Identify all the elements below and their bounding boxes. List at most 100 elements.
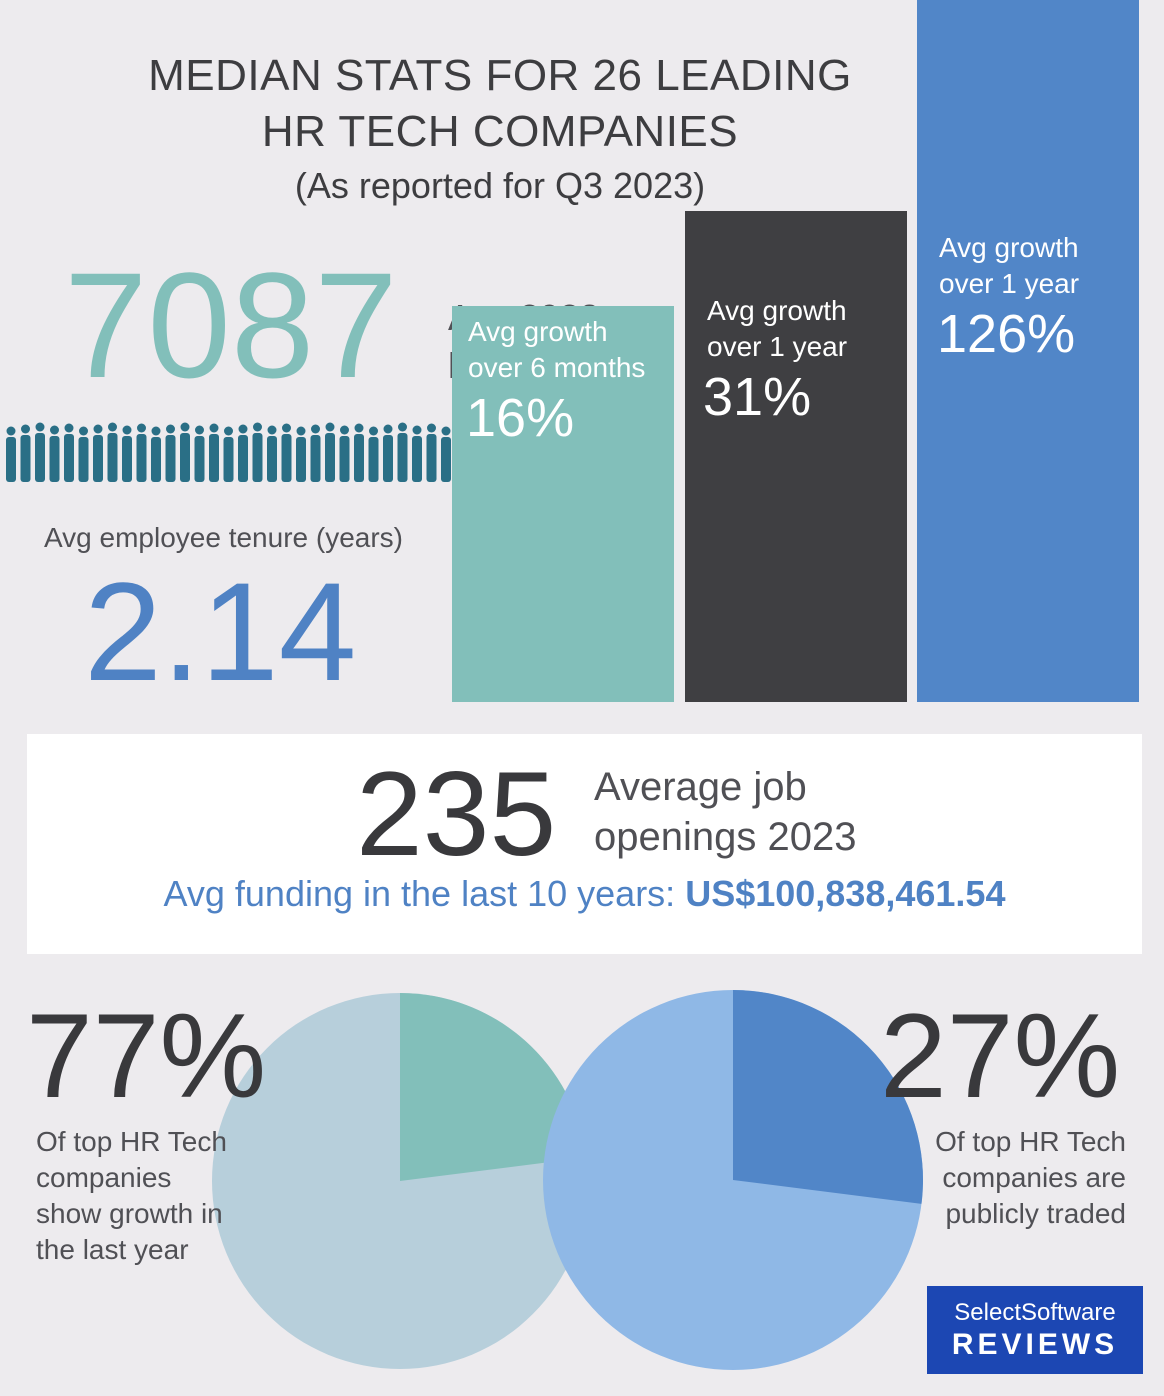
person-head xyxy=(441,426,451,436)
person-head xyxy=(253,422,262,432)
pie1-value: 77% xyxy=(26,989,267,1123)
person-body xyxy=(20,435,31,482)
person-body xyxy=(93,435,103,482)
person-body xyxy=(238,435,248,482)
person-body xyxy=(136,434,147,482)
jobs-label-1: Average job xyxy=(594,765,807,809)
subtitle: (As reported for Q3 2023) xyxy=(294,165,706,206)
person-body xyxy=(368,437,379,482)
person-head xyxy=(195,425,204,435)
person-body xyxy=(122,436,132,482)
person-head xyxy=(427,423,436,433)
pie-public-highlight-slice xyxy=(733,990,923,1204)
person-head xyxy=(6,426,16,436)
bar-label-1y-b-2: over 1 year xyxy=(939,268,1080,299)
person-head xyxy=(180,422,190,432)
pie-public xyxy=(543,990,923,1370)
person-head xyxy=(238,424,248,434)
person-head xyxy=(412,425,422,435)
person-body xyxy=(194,436,205,482)
pie1-label-1: Of top HR Tech xyxy=(36,1126,227,1157)
person-body xyxy=(310,435,321,482)
person-head xyxy=(122,425,132,435)
person-head xyxy=(35,422,45,432)
headcount-value: 7087 xyxy=(64,241,398,409)
person-head xyxy=(224,426,233,436)
person-body xyxy=(49,436,60,482)
person-body xyxy=(397,433,408,482)
title-line-2: HR TECH COMPANIES xyxy=(261,107,739,156)
funding-line: Avg funding in the last 10 years: US$100… xyxy=(27,872,1142,916)
pie1-label-2: companies xyxy=(36,1162,172,1193)
pie2-label-2: companies are xyxy=(942,1162,1126,1193)
jobs-label-2: openings 2023 xyxy=(594,815,857,859)
person-head xyxy=(354,423,364,433)
pie-growth-highlight-slice xyxy=(400,993,587,1181)
person-head xyxy=(151,426,161,436)
person-body xyxy=(165,435,176,482)
person-head xyxy=(79,426,88,436)
person-head xyxy=(64,423,74,433)
person-head xyxy=(166,424,175,434)
bar-label-6m-1: Avg growth xyxy=(468,315,608,347)
pie-charts xyxy=(212,990,923,1370)
person-body xyxy=(223,437,234,482)
person-head xyxy=(325,422,335,432)
person-head xyxy=(21,424,30,434)
growth-bar-1-year-a: Avg growth over 1 year 31% xyxy=(685,211,907,702)
person-head xyxy=(398,422,407,432)
person-body xyxy=(78,437,89,482)
person-head xyxy=(209,423,219,433)
bar-label-6m-2: over 6 months xyxy=(468,351,646,383)
person-body xyxy=(267,436,277,482)
person-body xyxy=(107,433,118,482)
person-head xyxy=(296,426,306,436)
bar-label-1y-a-1: Avg growth xyxy=(707,295,847,327)
person-body xyxy=(354,434,364,482)
title-line-1: MEDIAN STATS FOR 26 LEADING xyxy=(148,51,852,100)
person-head xyxy=(137,423,146,433)
person-head xyxy=(267,425,277,435)
person-body xyxy=(35,433,45,482)
pie2-label-1: Of top HR Tech xyxy=(935,1126,1126,1157)
person-body xyxy=(383,435,393,482)
person-body xyxy=(296,437,306,482)
selectsoftware-logo[interactable]: SelectSoftware REVIEWS xyxy=(927,1286,1143,1374)
person-body xyxy=(180,433,190,482)
person-body xyxy=(412,436,422,482)
person-body xyxy=(64,434,74,482)
pie2-value: 27% xyxy=(880,989,1121,1123)
person-body xyxy=(441,437,451,482)
person-body xyxy=(325,433,335,482)
person-body xyxy=(252,433,263,482)
bar-label-1y-b-1: Avg growth xyxy=(939,232,1079,263)
person-body xyxy=(151,437,161,482)
pie1-label-4: the last year xyxy=(36,1234,189,1265)
jobs-funding-panel xyxy=(27,734,1142,954)
logo-line-1: SelectSoftware xyxy=(954,1299,1116,1326)
tenure-value: 2.14 xyxy=(84,553,357,710)
person-head xyxy=(311,424,320,434)
person-body xyxy=(339,436,350,482)
person-body xyxy=(281,434,292,482)
person-head xyxy=(50,425,59,435)
growth-bar-6-months: Avg growth over 6 months 16% xyxy=(452,305,674,702)
pie-growth xyxy=(212,993,588,1369)
logo-line-2: REVIEWS xyxy=(951,1328,1119,1361)
jobs-value: 235 xyxy=(356,747,557,881)
person-body xyxy=(6,437,16,482)
bar-label-1y-a-2: over 1 year xyxy=(707,331,848,363)
bar-value-6m: 16% xyxy=(466,387,575,448)
bar-value-1y-a: 31% xyxy=(703,367,812,428)
person-head xyxy=(340,425,349,435)
bar-value-1y-b: 126% xyxy=(937,304,1076,364)
person-head xyxy=(282,423,291,433)
tenure-label: Avg employee tenure (years) xyxy=(44,522,403,553)
person-body xyxy=(426,434,437,482)
person-head xyxy=(383,424,393,434)
pie2-label-3: publicly traded xyxy=(945,1198,1126,1229)
person-body xyxy=(209,434,219,482)
funding-label: Avg funding in the last 10 years: xyxy=(163,873,676,914)
person-head xyxy=(369,426,378,436)
